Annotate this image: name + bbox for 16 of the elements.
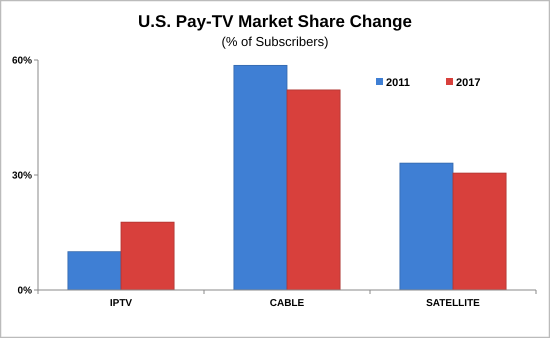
x-tick-label: IPTV: [110, 298, 132, 309]
bar: [233, 64, 288, 290]
bar: [452, 172, 507, 290]
x-tick-label: CABLE: [270, 298, 305, 309]
y-tick-label: 0%: [18, 286, 32, 296]
bar: [399, 162, 454, 290]
chart-subtitle: (% of Subscribers): [222, 34, 328, 49]
legend-label: 2017: [456, 76, 480, 89]
x-tick-label: SATELLITE: [426, 298, 480, 309]
bar: [67, 251, 122, 290]
legend-label: 2011: [386, 76, 410, 89]
y-tick-label: 30%: [12, 170, 32, 182]
chart-title: U.S. Pay-TV Market Share Change: [138, 12, 412, 31]
bar: [286, 90, 341, 290]
y-tick-label: 60%: [12, 56, 32, 66]
bar: [120, 222, 175, 290]
